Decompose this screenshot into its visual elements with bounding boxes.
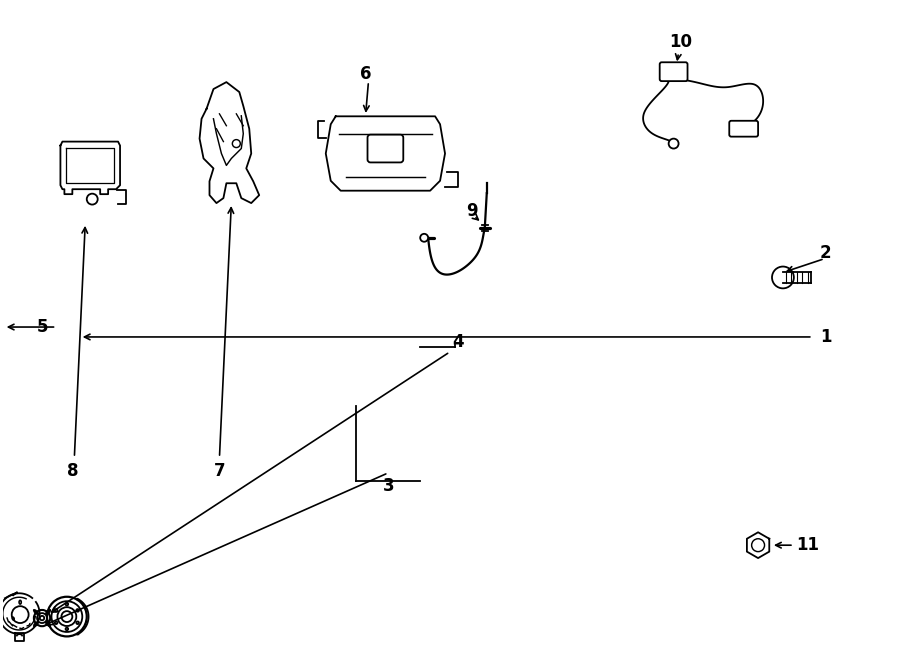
Circle shape: [772, 267, 794, 289]
Text: 3: 3: [382, 477, 394, 495]
FancyBboxPatch shape: [660, 62, 688, 81]
Text: 8: 8: [67, 462, 78, 480]
Text: 11: 11: [796, 536, 819, 554]
FancyBboxPatch shape: [367, 134, 403, 162]
Circle shape: [752, 539, 764, 551]
FancyBboxPatch shape: [729, 120, 758, 136]
Text: 2: 2: [820, 244, 832, 261]
Circle shape: [669, 138, 679, 148]
Circle shape: [12, 606, 29, 623]
Text: 1: 1: [820, 328, 832, 346]
Text: 6: 6: [360, 65, 372, 83]
Text: 10: 10: [669, 34, 692, 52]
Text: 4: 4: [452, 333, 464, 351]
Text: 5: 5: [37, 318, 49, 336]
Text: 7: 7: [213, 462, 225, 480]
Circle shape: [420, 234, 428, 242]
Text: 9: 9: [466, 202, 478, 220]
Circle shape: [86, 194, 98, 205]
